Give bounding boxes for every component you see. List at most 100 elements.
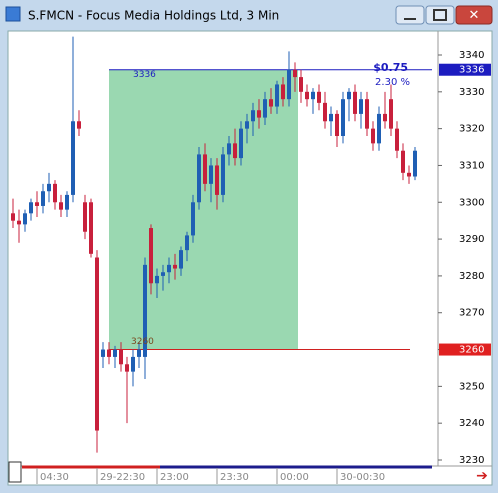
candle-body	[257, 110, 261, 118]
candle-body	[329, 113, 333, 122]
candle-body	[251, 110, 255, 122]
candle-body	[65, 194, 69, 210]
candle-body	[107, 349, 111, 357]
window-title: S.FMCN - Focus Media Holdings Ltd, 3 Min	[28, 9, 279, 23]
measure-change: $0.75	[373, 61, 408, 74]
candle-body	[233, 143, 237, 159]
candle-body	[119, 349, 123, 365]
y-tick-label: 3280	[459, 271, 484, 282]
measure-low-label: 3260	[131, 337, 154, 347]
candle-body	[371, 128, 375, 144]
candle-body	[413, 150, 417, 177]
x-tick-label: 30-00:30	[340, 472, 385, 483]
close-button[interactable]	[455, 5, 493, 25]
candle-body	[23, 213, 27, 225]
price-box-low-label: 3260	[459, 345, 484, 356]
x-tick-label: 29-22:30	[100, 472, 145, 483]
candle-body	[161, 272, 165, 276]
candle-body	[35, 202, 39, 206]
candle-body	[149, 228, 153, 284]
candle-body	[383, 113, 387, 122]
candle-body	[59, 202, 63, 210]
y-tick-label: 3270	[459, 308, 484, 319]
candle-body	[125, 364, 129, 372]
candle-body	[167, 264, 171, 273]
candle-body	[263, 99, 267, 118]
y-tick-label: 3330	[459, 87, 484, 98]
candle-body	[281, 84, 285, 100]
candle-body	[401, 150, 405, 173]
candle-body	[335, 113, 339, 136]
candle-body	[227, 143, 231, 155]
candle-body	[17, 220, 21, 225]
candle-body	[155, 275, 159, 284]
minimize-button[interactable]	[395, 5, 425, 25]
maximize-icon	[433, 9, 447, 21]
x-tick-label: 00:00	[280, 472, 309, 483]
price-box-low	[439, 343, 491, 356]
y-tick-label: 3250	[459, 381, 484, 392]
candle-body	[287, 69, 291, 100]
candle-body	[293, 69, 297, 78]
candle-body	[359, 99, 363, 114]
y-tick-label: 3340	[459, 50, 484, 61]
candle-body	[95, 257, 99, 431]
candle-body	[389, 99, 393, 129]
x-tick-label: 23:30	[220, 472, 249, 483]
candle-body	[203, 154, 207, 184]
measure-high-label: 3336	[133, 70, 156, 80]
candle-body	[305, 91, 309, 100]
candle-body	[221, 154, 225, 195]
candle-body	[41, 191, 45, 206]
x-tick-label: 23:00	[160, 472, 189, 483]
candle-body	[101, 349, 105, 357]
candle-body	[215, 165, 219, 195]
candle-body	[269, 99, 273, 107]
candle-body	[197, 154, 201, 203]
price-box-high-label: 3336	[459, 65, 484, 76]
candle-body	[83, 202, 87, 232]
candle-body	[239, 128, 243, 159]
close-icon: ✕	[469, 8, 480, 23]
y-tick-label: 3310	[459, 160, 484, 171]
candle-body	[365, 99, 369, 129]
candle-body	[347, 91, 351, 100]
candle-body	[407, 172, 411, 177]
candle-body	[185, 235, 189, 251]
candle-body	[245, 121, 249, 129]
candle-body	[137, 349, 141, 357]
candle-body	[317, 91, 321, 103]
candle-body	[131, 356, 135, 372]
candle-body	[113, 349, 117, 357]
candle-body	[143, 264, 147, 357]
y-tick-label: 3230	[459, 455, 484, 466]
candle-body	[53, 183, 57, 203]
candle-body	[191, 202, 195, 236]
candle-body	[179, 250, 183, 269]
candle-body	[71, 121, 75, 195]
x-tick-label: 04:30	[40, 472, 69, 483]
candle-body	[173, 264, 177, 269]
candle-body	[47, 183, 51, 192]
candle-body	[299, 77, 303, 92]
candle-body	[209, 165, 213, 184]
candle-body	[11, 213, 15, 221]
candle-body	[77, 121, 81, 129]
price-box-high	[439, 63, 491, 76]
maximize-button[interactable]	[425, 5, 455, 25]
y-tick-label: 3320	[459, 124, 484, 135]
candle-body	[323, 102, 327, 122]
scroll-box[interactable]	[8, 461, 22, 483]
candle-body	[29, 202, 33, 214]
scroll-arrow[interactable]: ➔	[476, 468, 488, 484]
app-icon	[5, 6, 21, 22]
candle-body	[275, 84, 279, 107]
y-tick-label: 3290	[459, 234, 484, 245]
candle-body	[311, 91, 315, 100]
candle-body	[341, 99, 345, 136]
y-tick-label: 3300	[459, 197, 484, 208]
candle-body	[395, 128, 399, 151]
y-tick-label: 3240	[459, 418, 484, 429]
measure-box	[109, 69, 298, 350]
